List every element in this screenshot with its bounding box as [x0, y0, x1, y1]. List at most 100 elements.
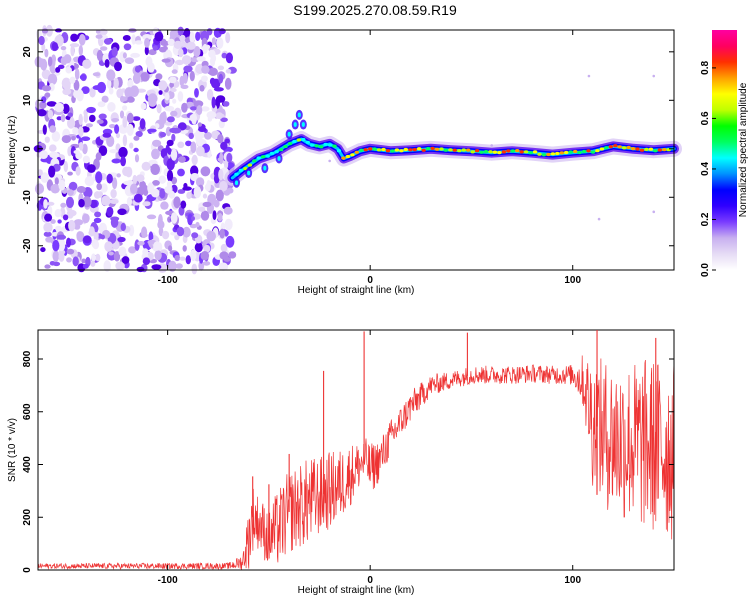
snr-ytick-label: 0	[22, 567, 33, 573]
noise-blob	[151, 264, 162, 270]
noise-blob	[93, 229, 99, 242]
noise-blob	[196, 146, 205, 157]
noise-blob	[169, 82, 175, 88]
noise-blob	[100, 46, 108, 51]
noise-blob	[219, 152, 224, 165]
ridge-core	[274, 150, 279, 154]
ridge-core	[523, 150, 529, 154]
ridge-core	[622, 146, 627, 150]
noise-blob	[58, 249, 66, 255]
noise-blob	[146, 214, 157, 220]
noise-blob	[177, 48, 184, 58]
noise-blob	[224, 138, 230, 144]
noise-blob	[208, 67, 219, 77]
noise-blob	[79, 74, 87, 80]
spectrogram-xlabel: Height of straight line (km)	[298, 285, 415, 296]
noise-blob	[83, 235, 92, 244]
noise-blob	[123, 43, 132, 51]
noise-blob	[189, 31, 195, 44]
ridge-core	[653, 149, 658, 153]
noise-blob	[66, 196, 74, 208]
noise-blob	[42, 124, 47, 135]
noise-blob	[170, 231, 178, 236]
noise-blob	[51, 42, 59, 51]
noise-blob	[47, 205, 53, 216]
noise-blob	[134, 40, 143, 45]
noise-blob	[175, 263, 183, 269]
noise-blob	[158, 46, 167, 53]
noise-blob	[95, 29, 101, 34]
noise-blob	[134, 65, 142, 73]
noise-blob	[166, 158, 175, 171]
noise-blob	[57, 219, 62, 224]
noise-blob	[89, 226, 95, 237]
noise-blob	[188, 132, 194, 140]
noise-blob	[170, 87, 177, 93]
noise-blob	[211, 78, 221, 89]
spectrogram-xtick-label: -100	[158, 275, 178, 286]
noise-blob	[69, 116, 75, 128]
noise-blob	[141, 161, 151, 171]
noise-blob	[180, 200, 187, 209]
noise-blob	[117, 208, 127, 216]
noise-blob	[47, 109, 54, 119]
noise-blob	[215, 189, 224, 202]
noise-blob	[103, 260, 111, 272]
ridge-core	[639, 148, 645, 152]
noise-blob	[177, 141, 185, 149]
noise-blob	[81, 136, 91, 141]
ridge-core	[350, 153, 355, 157]
snr-frame	[37, 329, 675, 571]
noise-blob	[60, 46, 67, 51]
noise-blob	[51, 152, 60, 158]
ridge-core	[278, 148, 284, 152]
noise-blob	[95, 152, 102, 161]
ridge-core	[336, 149, 342, 153]
noise-blob	[189, 70, 195, 82]
noise-blob	[167, 38, 175, 47]
noise-blob	[89, 114, 96, 123]
noise-blob	[95, 253, 101, 262]
noise-blob	[223, 256, 231, 262]
colorbar-gradient	[712, 30, 737, 270]
noise-blob	[93, 191, 101, 199]
noise-blob	[142, 201, 151, 207]
noise-blob	[212, 210, 217, 221]
noise-blob	[132, 174, 138, 185]
noise-blob	[100, 234, 106, 240]
ridge-core	[443, 148, 449, 152]
ridge-core	[327, 143, 333, 147]
noise-blob	[137, 241, 145, 246]
noise-blob	[120, 96, 128, 102]
ridge-core	[595, 149, 600, 153]
noise-blob	[133, 135, 140, 141]
noise-blob	[204, 131, 212, 140]
noise-blob	[195, 31, 201, 41]
ridge-core	[359, 148, 364, 152]
noise-blob	[78, 126, 84, 137]
snr-xtick-label: 0	[367, 575, 373, 586]
noise-blob	[167, 216, 172, 223]
noise-blob	[82, 143, 88, 155]
noise-blob	[189, 114, 197, 122]
ridge-core	[488, 150, 493, 154]
noise-blob	[73, 79, 80, 91]
outlier-dot	[587, 74, 591, 78]
noise-blob	[194, 242, 203, 253]
noise-blob	[97, 101, 106, 108]
noise-blob	[49, 125, 57, 133]
snr-ytick-label: 600	[22, 403, 33, 420]
noise-blob	[130, 183, 138, 195]
spectrogram-ytick-label: -10	[22, 190, 33, 205]
noise-blob	[130, 52, 141, 58]
noise-blob	[177, 91, 184, 102]
noise-blob	[71, 136, 76, 141]
noise-blob	[202, 43, 208, 54]
noise-blob	[63, 81, 71, 91]
snr-series-line	[37, 355, 675, 571]
ridge-core	[305, 140, 310, 144]
ridge-core	[394, 148, 400, 152]
noise-blob	[84, 176, 95, 187]
noise-blob	[123, 180, 133, 186]
ridge-core	[599, 147, 605, 151]
